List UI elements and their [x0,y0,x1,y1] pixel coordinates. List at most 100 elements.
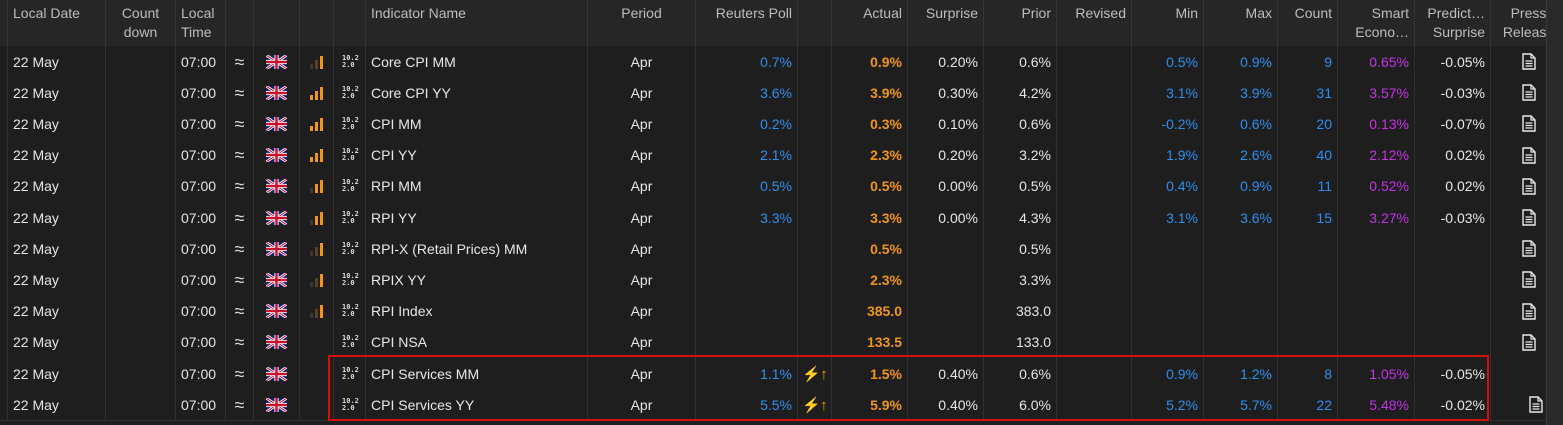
poll-cell: 0.2% [696,108,798,140]
time-cell: 07:00 [176,389,226,421]
col-count[interactable]: Count [1278,0,1338,46]
date-cell: 22 May [8,326,106,358]
col-smart-econ[interactable]: Smart Econo… [1338,0,1415,46]
indicator-name[interactable]: CPI YY [366,139,588,171]
importance-bar [310,188,313,194]
uk-flag-icon [266,272,287,287]
press-release-cell[interactable] [1491,46,1563,77]
document-icon[interactable] [1522,334,1536,351]
actual-cell: 2.3% [832,264,908,296]
col-period[interactable]: Period [588,0,696,46]
table-row[interactable]: 22 May 07:00 ≈ 10.2 2.0 RPIX YY Apr 2.3% … [0,264,1563,297]
press-release-cell[interactable] [1491,296,1563,327]
table-row[interactable]: 22 May 07:00 ≈ 10.2 2.0 CPI NSA Apr 133.5… [0,326,1563,359]
revised-cell [1057,46,1132,78]
calculation-icon[interactable]: 10.2 2.0 [342,178,359,194]
table-row[interactable]: 22 May 07:00 ≈ 10.2 2.0 Core CPI YY Apr 3… [0,77,1563,110]
time-cell: 07:00 [176,202,226,234]
countdown-cell [106,358,176,390]
predicted-surprise-cell: -0.02% [1415,389,1491,421]
table-row[interactable]: 22 May 07:00 ≈ 10.2 2.0 CPI MM Apr 0.2% 0… [0,108,1563,141]
document-icon[interactable] [1529,396,1543,413]
table-row[interactable]: 22 May 07:00 ≈ 10.2 2.0 CPI YY Apr 2.1% 2… [0,139,1563,172]
calculation-icon[interactable]: 10.2 2.0 [342,209,359,225]
document-icon[interactable] [1522,209,1536,226]
importance-bar [310,94,313,100]
document-icon[interactable] [1522,271,1536,289]
table-row[interactable]: 22 May 07:00 ≈ 10.2 2.0 RPI MM Apr 0.5% 0… [0,170,1563,203]
document-icon[interactable] [1522,84,1536,101]
document-icon[interactable] [1522,53,1536,70]
indicator-name[interactable]: RPI-X (Retail Prices) MM [366,233,588,265]
col-prior[interactable]: Prior [984,0,1057,46]
document-icon[interactable] [1522,178,1536,195]
importance-bar [315,309,318,319]
press-release-cell[interactable] [1491,389,1563,420]
time-cell: 07:00 [176,170,226,202]
document-icon[interactable] [1522,240,1536,257]
prior-cell: 4.2% [984,77,1057,109]
indicator-name[interactable]: CPI Services MM [366,358,588,390]
document-icon[interactable] [1522,146,1536,164]
revised-cell [1057,358,1132,390]
table-row[interactable]: 22 May 07:00 ≈ 10.2 2.0 RPI Index Apr 385… [0,295,1563,328]
table-row[interactable]: 22 May 07:00 ≈ 10.2 2.0 RPI-X (Retail Pri… [0,233,1563,266]
press-release-cell[interactable] [1491,171,1563,202]
calculation-icon[interactable]: 10.2 2.0 [342,303,359,319]
indicator-name[interactable]: RPI Index [366,295,588,327]
calculation-icon[interactable]: 10.2 2.0 [342,84,359,100]
importance-bar [310,250,313,256]
press-release-cell[interactable] [1491,327,1563,358]
calculation-icon[interactable]: 10.2 2.0 [342,240,359,256]
document-icon[interactable] [1522,302,1536,320]
calculation-icon[interactable]: 10.2 2.0 [342,115,359,131]
col-surprise[interactable]: Surprise [908,0,984,46]
calculation-icon[interactable]: 10.2 2.0 [342,396,359,412]
press-release-cell[interactable] [1491,140,1563,171]
table-row[interactable]: 22 May 07:00 ≈ 10.2 2.0 CPI Services MM A… [0,358,1563,391]
indicator-name[interactable]: RPIX YY [366,264,588,296]
calculation-icon[interactable]: 10.2 2.0 [342,53,359,69]
col-local-date[interactable]: Local Date [8,0,106,46]
press-release-cell[interactable] [1491,108,1563,139]
calculation-icon[interactable]: 10.2 2.0 [342,334,359,350]
col-local-time[interactable]: Local Time [176,0,226,46]
col-indicator-name[interactable]: Indicator Name [366,0,588,46]
indicator-name[interactable]: CPI MM [366,108,588,140]
count-cell [1278,326,1338,358]
col-max[interactable]: Max [1204,0,1278,46]
calculation-icon[interactable]: 10.2 2.0 [342,147,359,163]
table-row[interactable]: 22 May 07:00 ≈ 10.2 2.0 CPI Services YY A… [0,389,1563,422]
calculation-icon[interactable]: 10.2 2.0 [342,365,359,381]
prior-cell: 0.6% [984,358,1057,390]
revised-cell [1057,264,1132,296]
col-actual[interactable]: Actual [832,0,908,46]
col-reuters-poll[interactable]: Reuters Poll [696,0,798,46]
document-icon[interactable] [1522,115,1536,133]
countdown-cell [106,202,176,234]
indicator-name[interactable]: Core CPI MM [366,46,588,78]
table-row[interactable]: 22 May 07:00 ≈ 10.2 2.0 RPI YY Apr 3.3% 3… [0,202,1563,235]
indicator-name[interactable]: CPI Services YY [366,389,588,421]
col-press-release[interactable]: Press Release [1491,0,1563,46]
col-count-down[interactable]: Count down [106,0,176,46]
press-release-cell[interactable] [1491,202,1563,233]
calculation-icon[interactable]: 10.2 2.0 [342,271,359,287]
period-cell: Apr [588,233,696,265]
signal-bars-icon [310,273,323,287]
press-release-cell[interactable] [1491,264,1563,295]
indicator-name[interactable]: Core CPI YY [366,77,588,109]
col-revised[interactable]: Revised [1057,0,1132,46]
table-row[interactable]: 22 May 07:00 ≈ 10.2 2.0 Core CPI MM Apr 0… [0,46,1563,79]
col-min[interactable]: Min [1132,0,1204,46]
min-cell: -0.2% [1132,108,1204,140]
vertical-scrollbar[interactable] [1546,0,1563,425]
col-predicted-surprise[interactable]: Predict… Surprise [1415,0,1491,46]
importance-bar [320,55,323,69]
press-release-cell[interactable] [1491,77,1563,108]
press-release-cell[interactable] [1491,233,1563,264]
indicator-name[interactable]: CPI NSA [366,326,588,358]
indicator-name[interactable]: RPI MM [366,170,588,202]
date-cell: 22 May [8,389,106,421]
indicator-name[interactable]: RPI YY [366,202,588,234]
